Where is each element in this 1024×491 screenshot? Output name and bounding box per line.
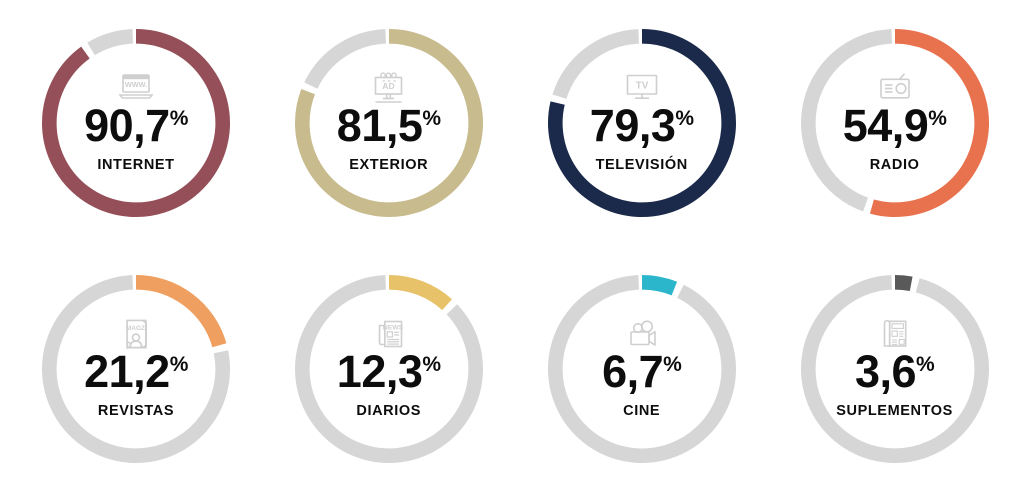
svg-text:TV: TV [635,80,648,91]
svg-text:NEWS: NEWS [382,324,403,331]
svg-text:MAGZ: MAGZ [126,325,145,332]
svg-text:WWW.: WWW. [125,80,147,89]
svg-text:AD: AD [382,81,394,91]
